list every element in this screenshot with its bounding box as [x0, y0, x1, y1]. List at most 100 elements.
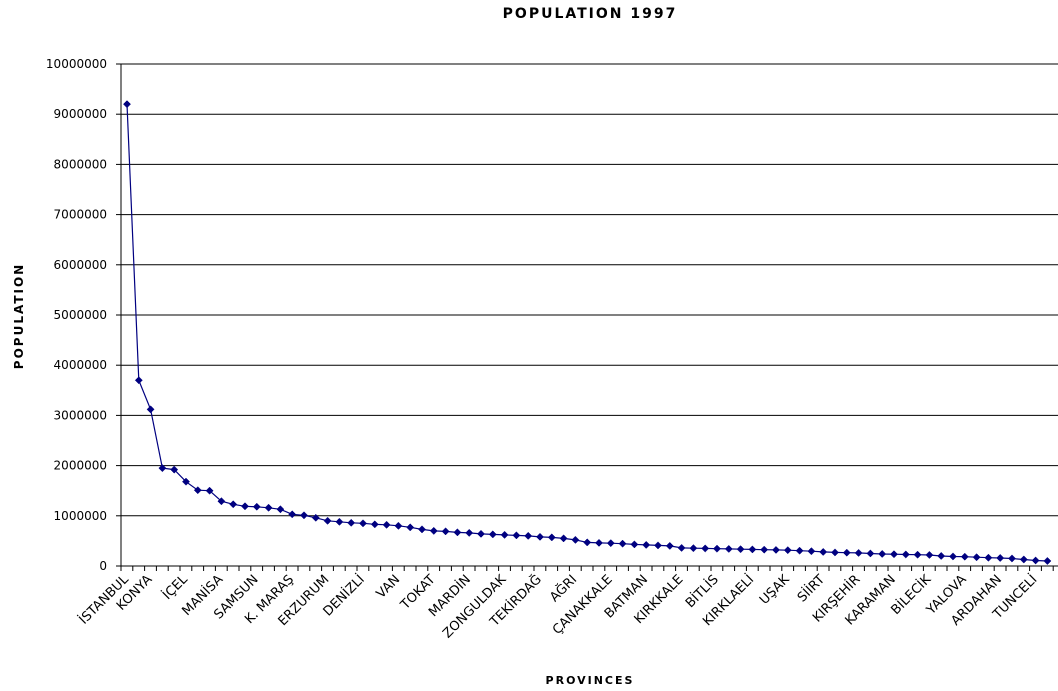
data-point [842, 548, 851, 557]
y-tick-label: 7000000 [54, 208, 107, 222]
data-point [252, 502, 261, 511]
x-tick-label: VAN [374, 572, 403, 601]
data-point [477, 529, 485, 538]
data-point [429, 526, 438, 535]
data-point [276, 505, 285, 514]
x-tick-label: UŞAK [757, 572, 793, 608]
data-point [960, 552, 969, 561]
data-point [1031, 556, 1040, 565]
data-point [606, 539, 615, 548]
y-tick-label: 0 [99, 559, 107, 573]
data-point [347, 518, 356, 527]
data-point [595, 538, 603, 547]
y-tick-label: 2000000 [54, 459, 107, 473]
x-tick-label: AĞRI [547, 572, 581, 606]
x-axis-title: PROVINCES [545, 674, 635, 687]
data-point [193, 486, 202, 495]
data-point [441, 527, 450, 536]
data-point [1008, 554, 1016, 563]
data-point [182, 477, 190, 486]
data-point [677, 543, 686, 552]
data-point [370, 520, 379, 529]
data-point [335, 517, 344, 526]
data-point [831, 548, 839, 557]
data-point [630, 540, 639, 549]
data-point [819, 547, 828, 556]
data-point [878, 549, 887, 558]
data-point [583, 538, 592, 547]
data-point [736, 545, 745, 554]
data-point [264, 503, 273, 512]
data-point [996, 554, 1005, 562]
data-point [453, 528, 462, 537]
y-tick-label: 10000000 [46, 57, 107, 71]
data-point [158, 464, 167, 473]
data-point [642, 540, 651, 549]
y-tick-label: 5000000 [54, 308, 107, 322]
x-tick-label: İÇEL [159, 571, 191, 603]
data-point [500, 530, 509, 539]
data-point [288, 510, 297, 519]
data-point [311, 513, 320, 522]
axes [116, 63, 1058, 571]
y-tick-label: 6000000 [54, 258, 107, 272]
data-point [1019, 555, 1028, 564]
data-point [547, 533, 556, 542]
data-point [760, 545, 769, 554]
data-point [571, 535, 580, 544]
data-point [134, 376, 143, 385]
data-point [170, 465, 179, 474]
data-point [241, 502, 249, 511]
data-point [394, 521, 403, 530]
data-point [724, 544, 733, 553]
data-point [972, 553, 981, 562]
y-tick-label: 3000000 [54, 408, 107, 422]
data-point [854, 548, 863, 557]
data-point [772, 545, 780, 554]
data-point [783, 546, 792, 555]
y-tick-label: 9000000 [54, 107, 107, 121]
data-point [689, 544, 698, 553]
data-point [229, 500, 238, 509]
y-tick-label: 4000000 [54, 358, 107, 372]
data-point [913, 550, 922, 559]
data-point [949, 552, 957, 561]
data-point [323, 516, 332, 525]
data-point [382, 520, 391, 529]
data-point [146, 405, 155, 414]
data-point [123, 100, 131, 109]
y-tick-labels: 0 1000000 2000000 3000000 4000000 5000000 6000… [46, 57, 107, 573]
data-point [559, 534, 568, 543]
data-point [205, 486, 214, 495]
data-point [665, 541, 674, 550]
data-point [795, 546, 804, 555]
data-point [701, 544, 710, 553]
data-point [217, 497, 226, 506]
data-point [925, 551, 934, 559]
y-tick-label: 8000000 [54, 157, 107, 171]
data-point [618, 539, 627, 548]
data-point [748, 545, 757, 554]
data-point [536, 532, 544, 541]
data-point [890, 550, 898, 559]
data-point [418, 525, 426, 534]
data-point [984, 553, 993, 562]
series-line [126, 104, 1048, 562]
data-point [1043, 557, 1052, 565]
data-point [406, 523, 415, 532]
data-point [866, 549, 875, 558]
data-point [807, 547, 816, 556]
data-point [654, 541, 662, 550]
data-point [937, 552, 946, 560]
gridlines [121, 63, 1058, 517]
data-point [524, 531, 533, 540]
data-point [512, 531, 521, 540]
data-point [713, 544, 721, 553]
chart-title: POPULATION 1997 [502, 6, 678, 22]
data-point [465, 528, 474, 537]
data-point [901, 550, 910, 559]
y-tick-label: 1000000 [54, 509, 107, 523]
x-tick-label: SİİRT [794, 571, 828, 605]
